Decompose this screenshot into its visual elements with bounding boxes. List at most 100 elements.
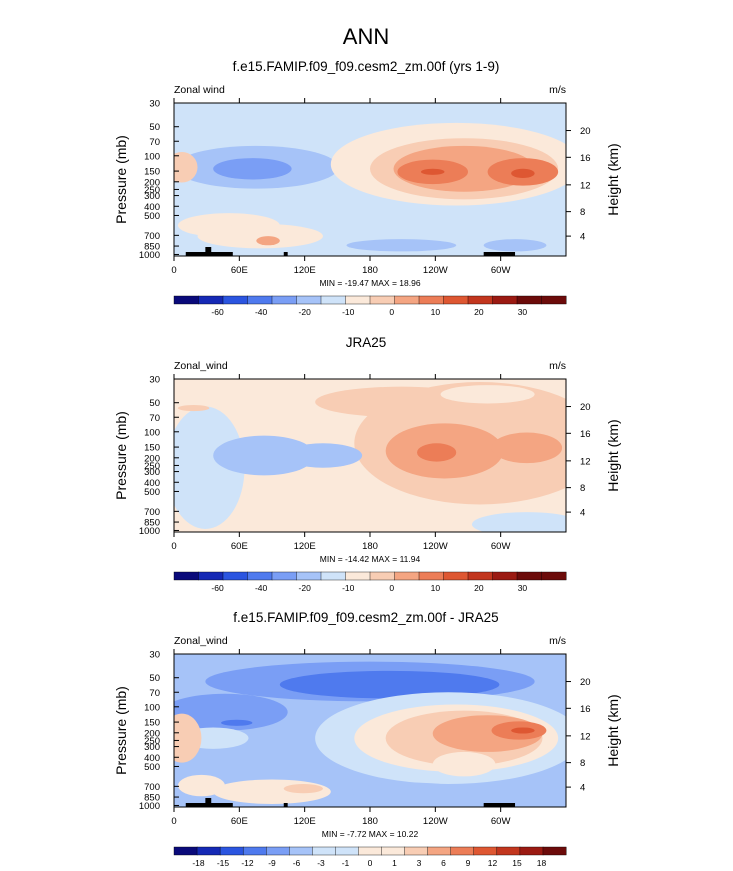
colorbar-label: 20 [474,583,484,593]
height-tick-label: 8 [580,758,585,769]
colorbar-box [198,295,224,305]
colorbar-box [443,295,469,305]
contour-region [174,713,202,763]
colorbar-box [173,846,198,856]
colorbar-box [450,846,475,856]
colorbar-label: -20 [299,583,312,593]
height-tick-label: 8 [580,483,585,494]
y-tick-label: 700 [144,782,160,793]
colorbar-box [219,846,244,856]
x-tick-label: 60E [231,816,248,827]
height-tick-label: 4 [580,508,585,519]
topography-mask [283,252,288,256]
height-tick-label: 20 [580,677,591,688]
colorbar-box [320,571,346,581]
colorbar-label: -15 [217,858,230,868]
colorbar-box [222,571,248,581]
colorbar-box [320,295,346,305]
y-tick-label: 70 [149,137,160,148]
colorbar-box [247,571,273,581]
units-label: m/s [549,360,566,372]
height-tick-label: 12 [580,456,591,467]
units-label: m/s [549,635,566,647]
colorbar-box [394,295,420,305]
x-tick-label: 180 [362,265,378,276]
y-tick-label: 500 [144,762,160,773]
panel-title: f.e15.FAMIP.f09_f09.cesm2_zm.00f - JRA25 [233,610,498,625]
contour-region [213,435,316,476]
colorbar-box [345,295,371,305]
colorbar-box [443,571,469,581]
contour-region [177,405,210,412]
y-tick-label: 250 [144,185,160,196]
colorbar-label: 3 [417,858,422,868]
colorbar-box [519,846,544,856]
y-axis-label-right: Height (km) [605,694,621,766]
colorbar-label: -1 [342,858,350,868]
colorbar-box [467,295,493,305]
colorbar-box [404,846,429,856]
colorbar-box [467,571,493,581]
colorbar-box [418,571,444,581]
x-tick-label: 60W [491,816,511,827]
contour-region [471,512,566,532]
contour-region [420,168,445,175]
contour-region [483,239,547,252]
topography-mask [205,798,212,807]
y-tick-label: 400 [144,753,160,764]
contour-region [350,782,469,801]
colorbar-label: 30 [518,307,528,317]
y-tick-label: 70 [149,413,160,424]
colorbar-label: -40 [255,307,268,317]
y-tick-label: 200 [144,177,160,188]
colorbar-label: -40 [255,583,268,593]
colorbar-box [473,846,498,856]
contour-field [174,103,566,256]
height-tick-label: 16 [580,429,591,440]
colorbar-label: 15 [512,858,522,868]
colorbar-box [381,846,406,856]
y-tick-label: 400 [144,478,160,489]
colorbar-box [541,571,567,581]
y-tick-label: 100 [144,702,160,713]
colorbar-box [312,846,336,856]
x-tick-label: 120E [294,816,316,827]
colorbar-box [289,846,313,856]
x-tick-label: 60W [491,541,511,552]
x-tick-label: 60W [491,265,511,276]
colorbar-label: -20 [299,307,312,317]
height-tick-label: 8 [580,207,585,218]
colorbar-box [247,295,273,305]
contour-region [174,406,245,529]
height-tick-label: 12 [580,180,591,191]
contour-field [174,379,566,532]
contour-region [417,443,457,462]
colorbar-box [516,571,542,581]
colorbar-label: -60 [211,307,224,317]
colorbar-label: 20 [474,307,484,317]
contour-region [283,443,363,468]
contour-region [511,168,535,178]
colorbar-label: 10 [431,583,441,593]
colorbar-label: -10 [342,583,355,593]
colorbar-label: 9 [466,858,471,868]
colorbar-box [516,295,542,305]
colorbar-label: -60 [211,583,224,593]
y-tick-label: 250 [144,461,160,472]
x-tick-label: 120W [423,816,448,827]
min-max-label: MIN = -7.72 MAX = 10.22 [322,829,419,839]
colorbar-box [542,846,567,856]
colorbar-label: 0 [389,307,394,317]
contour-region [346,239,457,252]
height-tick-label: 4 [580,783,585,794]
y-tick-label: 700 [144,231,160,242]
colorbar-box [296,571,322,581]
y-tick-label: 50 [149,398,160,409]
variable-label: Zonal_wind [174,360,228,372]
panel-title: f.e15.FAMIP.f09_f09.cesm2_zm.00f (yrs 1-… [233,59,500,74]
x-tick-label: 180 [362,816,378,827]
colorbar: -60 -40 -20 -10 0 10 20 30 [173,571,567,593]
colorbar-box [196,846,221,856]
